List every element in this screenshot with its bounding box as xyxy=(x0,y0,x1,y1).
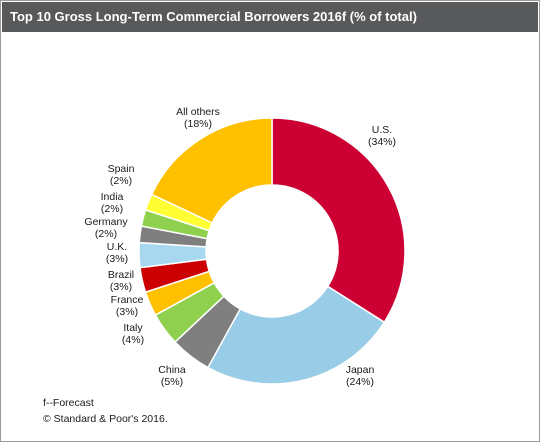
slice-label-u-s: U.S. xyxy=(372,124,392,136)
footnote: f--Forecast xyxy=(43,397,94,409)
slice-value-india: (2%) xyxy=(101,203,123,215)
slice-label-japan: Japan xyxy=(346,364,375,376)
slice-labels: U.S.(34%) Japan(24%) China(5%) Italy(4%) Fra… xyxy=(84,106,396,388)
slice-value-u-s: (34%) xyxy=(368,136,396,148)
slice-label-brazil: Brazil xyxy=(108,269,134,281)
chart-title: Top 10 Gross Long-Term Commercial Borrow… xyxy=(10,9,417,24)
slice-value-germany: (2%) xyxy=(95,228,117,240)
slice-label-u-k: U.K. xyxy=(107,241,127,253)
slice-value-china: (5%) xyxy=(161,376,183,388)
copyright: © Standard & Poor's 2016. xyxy=(43,413,168,425)
slice-value-france: (3%) xyxy=(116,306,138,318)
slice-label-all-others: All others xyxy=(176,106,220,118)
slice-label-india: India xyxy=(101,191,124,203)
slice-u-s xyxy=(271,117,406,324)
slice-value-japan: (24%) xyxy=(346,376,374,388)
slice-label-italy: Italy xyxy=(123,322,143,334)
slice-value-spain: (2%) xyxy=(110,175,132,187)
slice-all-others xyxy=(150,117,273,224)
slice-value-italy: (4%) xyxy=(122,334,144,346)
slice-label-spain: Spain xyxy=(108,163,135,175)
slice-value-brazil: (3%) xyxy=(110,281,132,293)
title-bar: Top 10 Gross Long-Term Commercial Borrow… xyxy=(2,2,538,32)
slice-value-u-k: (3%) xyxy=(106,253,128,265)
slice-value-all-others: (18%) xyxy=(184,118,212,130)
slice-label-france: France xyxy=(111,294,144,306)
donut-slices xyxy=(138,117,406,385)
slice-japan xyxy=(206,285,386,385)
slice-label-china: China xyxy=(158,364,186,376)
slice-label-germany: Germany xyxy=(84,216,128,228)
